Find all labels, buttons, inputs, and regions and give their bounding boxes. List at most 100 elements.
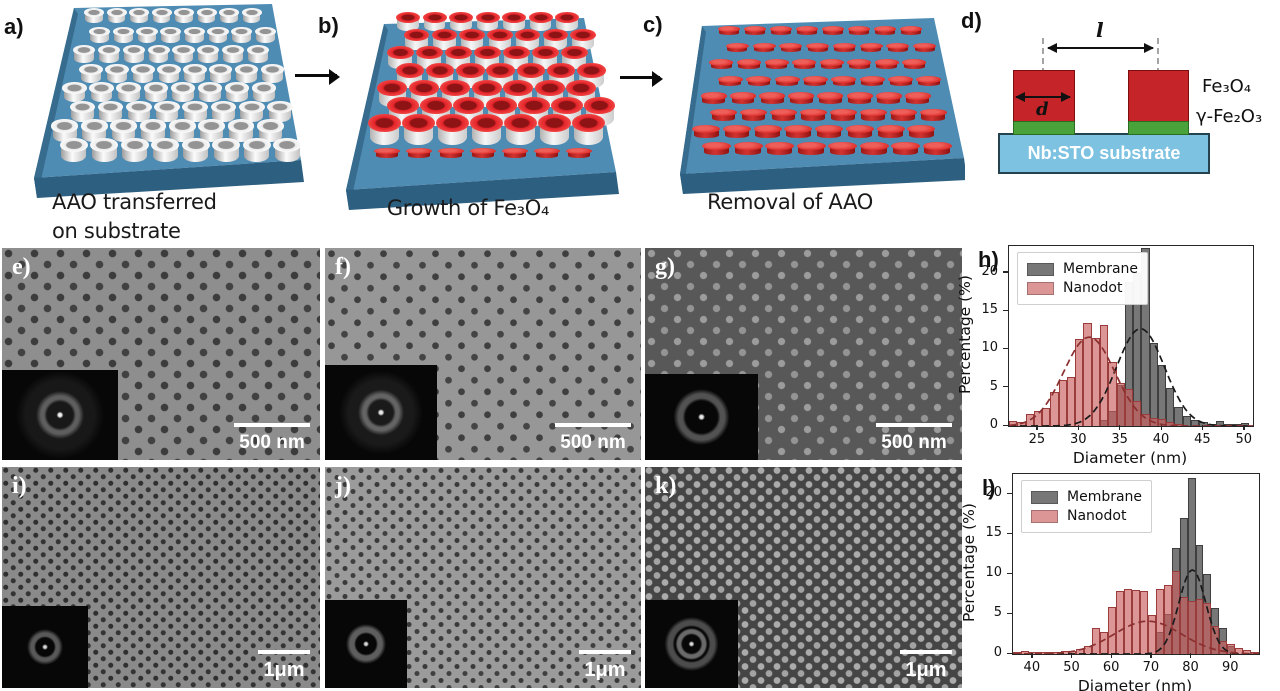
aao-cylinder	[112, 26, 134, 43]
aao-cylinder	[254, 26, 276, 43]
cylinder-side	[702, 97, 726, 104]
cylinder-side	[818, 97, 842, 104]
cylinder-top	[502, 46, 530, 60]
cylinder-side	[878, 130, 903, 138]
cylinder-side	[789, 97, 813, 104]
cylinder-side	[693, 130, 719, 138]
cylinder-top	[769, 108, 797, 117]
cylinder-top	[90, 138, 119, 152]
cylinder-top	[415, 46, 443, 60]
cylinder-top	[718, 26, 740, 32]
histogram-bar-nanodot	[1091, 337, 1100, 426]
cylinder-top	[516, 63, 546, 78]
histogram-bar-nanodot	[1132, 590, 1140, 654]
nanodot-disk	[502, 148, 528, 158]
cylinder-top	[902, 59, 927, 66]
cylinder-top	[822, 26, 844, 32]
cylinder-side	[906, 97, 930, 104]
arrow-right-icon	[295, 69, 340, 85]
aao-cylinder	[221, 45, 245, 63]
histogram-bar-nanodot	[1195, 598, 1204, 654]
nanodot-disk	[859, 142, 889, 155]
scale-bar-line	[555, 422, 631, 427]
aao-cylinder	[183, 26, 205, 43]
nanodot-disk	[752, 42, 776, 53]
cylinder-side	[829, 147, 856, 155]
aao-cylinder	[182, 100, 209, 123]
histogram-bar-nanodot	[1133, 401, 1142, 426]
cylinder-top	[209, 63, 233, 75]
cylinder-top	[260, 63, 285, 75]
cylinder-top	[403, 29, 430, 42]
cylinder-side	[753, 46, 775, 53]
y-tick-label: 15	[981, 302, 998, 318]
cylinder-top	[888, 75, 914, 83]
cylinder-top	[759, 92, 786, 100]
cylinder-side	[848, 63, 870, 70]
aao-cylinder	[154, 100, 180, 123]
nanodot-disk	[737, 59, 761, 70]
cylinder-top	[157, 63, 181, 75]
nanodot-disk	[900, 26, 922, 35]
cylinder-top	[913, 42, 937, 49]
aao-cylinder	[241, 8, 262, 23]
x-tick	[1110, 653, 1112, 658]
cylinder-side	[914, 46, 935, 53]
cylinder-top	[174, 8, 194, 17]
nanodot-disk	[792, 59, 817, 70]
nanodot-disk	[913, 42, 937, 53]
fft-pattern	[645, 374, 758, 460]
cylinder-top	[779, 42, 803, 49]
cylinder-side	[901, 29, 921, 35]
x-tick	[1201, 425, 1204, 430]
nanodot-disk	[406, 148, 432, 158]
cylinder-top	[116, 82, 141, 94]
nanodot-disk	[875, 92, 902, 104]
cylinder-top	[62, 82, 87, 94]
legend-swatch	[1027, 281, 1054, 295]
cylinder-side	[834, 46, 855, 53]
histogram-bar-nanodot	[1084, 646, 1093, 654]
aao-cylinder	[157, 63, 181, 83]
x-tick-label: 60	[1102, 660, 1120, 675]
cylinder-side	[375, 152, 399, 158]
caption-line: AAO transferred	[52, 190, 217, 214]
cylinder-top	[459, 29, 485, 42]
histogram-bar-nanodot	[1227, 643, 1236, 654]
cylinder-top	[420, 97, 452, 114]
cylinder-top	[151, 138, 180, 152]
histogram-bar-nanodot	[1155, 589, 1164, 654]
aao-cylinder	[260, 63, 285, 83]
aao-cylinder	[62, 82, 87, 103]
histogram-bar-nanodot	[1203, 602, 1212, 654]
panel-letter-d: d)	[961, 8, 982, 33]
histogram-bar-nanodot	[1124, 389, 1134, 426]
cylinder-side	[747, 80, 770, 87]
aao-cylinder	[147, 45, 170, 63]
y-tick-label: 5	[993, 605, 1002, 620]
fe3o4-capped-cylinder	[502, 12, 526, 31]
cylinder-top	[806, 42, 830, 49]
cylinder-top	[106, 8, 127, 17]
cylinder-side	[798, 147, 824, 155]
legend-item: Nanodot	[1027, 280, 1138, 296]
legend-label: Membrane	[1067, 489, 1143, 505]
nanodot-disk	[828, 142, 858, 155]
nanodot-disk	[806, 42, 830, 53]
y-tick	[1003, 271, 1008, 273]
cylinder-top	[486, 63, 515, 78]
panel-letter-e: e)	[12, 254, 31, 280]
histogram-bar-nanodot	[1243, 650, 1252, 654]
nanodot-disk	[769, 108, 797, 121]
y-tick-label: 5	[989, 378, 998, 394]
histogram-bar-nanodot	[1058, 380, 1067, 426]
nanodot-disk	[859, 75, 885, 87]
cylinder-top	[829, 108, 857, 117]
fe3o4-capped-cylinder	[415, 46, 443, 69]
fe3o4-capped-cylinder	[470, 114, 503, 145]
histogram-bar-nanodot	[1100, 632, 1109, 654]
nanodot-disk	[829, 108, 857, 121]
histogram-bar-nanodot	[1050, 392, 1059, 426]
x-tick-label: 80	[1182, 660, 1199, 675]
nanodot-disk	[788, 92, 815, 104]
